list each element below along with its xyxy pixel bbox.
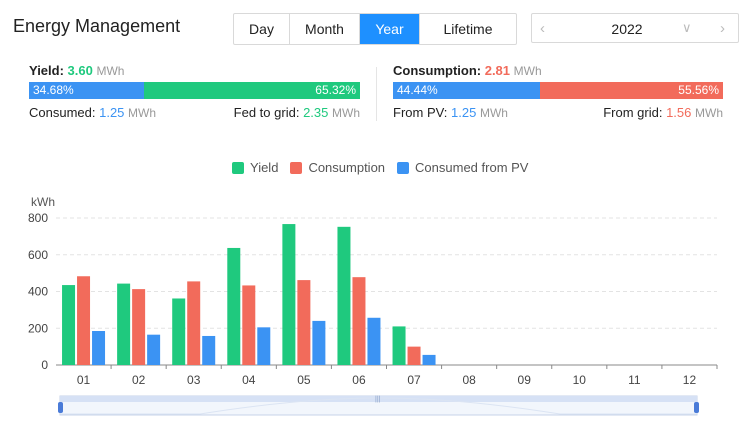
bar-pv-04[interactable]	[257, 327, 271, 365]
zoom-handle-right[interactable]	[694, 402, 699, 413]
x-tick-label: 08	[462, 373, 476, 387]
chart-legend: Yield Consumption Consumed from PV	[232, 160, 540, 175]
bar-consumption-02[interactable]	[132, 289, 146, 365]
zoom-slider-preview	[60, 397, 697, 415]
fed-label: Fed to grid:	[233, 105, 300, 120]
bar-pv-05[interactable]	[312, 320, 326, 365]
year-value: 2022	[611, 21, 643, 37]
consumption-panel: Consumption: 2.81 MWh 44.44% 55.56% From…	[393, 63, 723, 123]
x-tick-label: 10	[573, 373, 587, 387]
bar-pv-07[interactable]	[422, 354, 436, 365]
fed-unit: MWh	[332, 106, 360, 120]
tab-year[interactable]: Year	[360, 14, 420, 44]
yield-ratio-bar: 34.68% 65.32%	[29, 82, 360, 99]
consumption-unit: MWh	[513, 64, 542, 78]
bar-pv-06[interactable]	[367, 317, 381, 365]
consumption-label: Consumption:	[393, 63, 482, 78]
y-tick-label: 800	[28, 211, 48, 225]
x-tick-label: 05	[297, 373, 311, 387]
legend-swatch-consumption	[290, 161, 303, 174]
page-title: Energy Management	[13, 16, 181, 36]
legend-item-consumption[interactable]: Consumption	[290, 160, 385, 175]
bar-yield-06[interactable]	[337, 226, 351, 365]
bar-consumption-04[interactable]	[242, 285, 256, 365]
x-tick-label: 09	[518, 373, 532, 387]
consumed-value: 1.25	[99, 105, 125, 120]
from-grid-stat: From grid: 1.56 MWh	[603, 105, 723, 120]
bar-consumption-07[interactable]	[407, 346, 421, 365]
x-tick-label: 11	[628, 373, 641, 387]
consumed-stat: Consumed: 1.25 MWh	[29, 105, 156, 120]
consumption-pv-segment: 44.44%	[393, 82, 540, 99]
legend-item-yield[interactable]: Yield	[232, 160, 278, 175]
x-tick-label: 02	[132, 373, 146, 387]
legend-item-consumed-from-pv[interactable]: Consumed from PV	[397, 160, 528, 175]
legend-label-yield: Yield	[250, 160, 279, 175]
chevron-right-icon[interactable]: ›	[720, 20, 725, 37]
yield-panel: Yield: 3.60 MWh 34.68% 65.32% Consumed: …	[29, 63, 360, 123]
bar-yield-05[interactable]	[282, 224, 296, 365]
zoom-grip-icon[interactable]: |||	[375, 396, 381, 403]
fed-value: 2.35	[303, 105, 329, 120]
bar-consumption-01[interactable]	[77, 276, 91, 365]
consumed-label: Consumed:	[29, 105, 96, 120]
yield-consumed-segment: 34.68%	[29, 82, 144, 99]
bar-consumption-03[interactable]	[187, 281, 201, 365]
consumption-grid-segment: 55.56%	[539, 82, 723, 99]
bar-pv-02[interactable]	[147, 334, 161, 365]
from-pv-unit: MWh	[479, 106, 508, 120]
consumption-value: 2.81	[484, 63, 511, 78]
y-axis-unit: kWh	[31, 195, 55, 209]
from-pv-label: From PV:	[393, 105, 448, 120]
bar-yield-01[interactable]	[62, 285, 76, 365]
y-tick-label: 600	[28, 248, 48, 262]
fed-to-grid-stat: Fed to grid: 2.35 MWh	[234, 105, 360, 120]
legend-swatch-pv	[397, 161, 410, 174]
x-tick-label: 06	[352, 373, 366, 387]
from-grid-label: From grid:	[603, 105, 663, 120]
bar-consumption-06[interactable]	[352, 277, 366, 365]
x-tick-label: 03	[187, 373, 201, 387]
consumption-summary: Consumption: 2.81 MWh	[393, 63, 723, 78]
period-selector: Day Month Year Lifetime	[233, 13, 517, 45]
legend-swatch-yield	[232, 161, 244, 174]
x-tick-label: 01	[77, 373, 91, 387]
yield-value: 3.60	[67, 63, 93, 78]
y-tick-label: 0	[41, 358, 48, 372]
bar-yield-07[interactable]	[392, 326, 406, 365]
y-tick-label: 400	[28, 285, 48, 299]
panel-divider	[376, 67, 377, 121]
yield-fed-segment: 65.32%	[143, 82, 360, 99]
tab-day[interactable]: Day	[234, 14, 290, 44]
zoom-handle-left[interactable]	[58, 402, 63, 413]
from-grid-value: 1.56	[666, 105, 692, 120]
consumed-unit: MWh	[128, 106, 157, 120]
yield-unit: MWh	[96, 64, 125, 78]
bar-yield-03[interactable]	[172, 298, 186, 365]
tab-month[interactable]: Month	[290, 14, 360, 44]
legend-label-pv: Consumed from PV	[415, 160, 529, 175]
x-tick-label: 12	[683, 373, 697, 387]
year-picker[interactable]: ‹ 2022 ∨ ›	[531, 13, 739, 43]
x-tick-label: 04	[242, 373, 256, 387]
legend-label-consumption: Consumption	[308, 160, 386, 175]
chevron-down-icon[interactable]: ∨	[682, 20, 692, 35]
consumption-ratio-bar: 44.44% 55.56%	[393, 82, 723, 99]
bar-yield-02[interactable]	[117, 283, 131, 365]
bar-yield-04[interactable]	[227, 247, 241, 365]
yield-label: Yield:	[29, 63, 64, 78]
from-grid-unit: MWh	[695, 106, 723, 120]
bar-consumption-05[interactable]	[297, 280, 311, 365]
x-tick-label: 07	[407, 373, 421, 387]
bar-pv-03[interactable]	[202, 335, 216, 365]
from-pv-value: 1.25	[451, 105, 477, 120]
tab-lifetime[interactable]: Lifetime	[443, 21, 493, 37]
yield-summary: Yield: 3.60 MWh	[29, 63, 360, 78]
y-tick-label: 200	[28, 321, 48, 335]
zoom-slider[interactable]: |||	[58, 395, 699, 416]
from-pv-stat: From PV: 1.25 MWh	[393, 105, 508, 120]
zoom-slider-selection	[60, 396, 697, 402]
chevron-left-icon[interactable]: ‹	[540, 20, 545, 37]
bar-pv-01[interactable]	[92, 331, 106, 365]
